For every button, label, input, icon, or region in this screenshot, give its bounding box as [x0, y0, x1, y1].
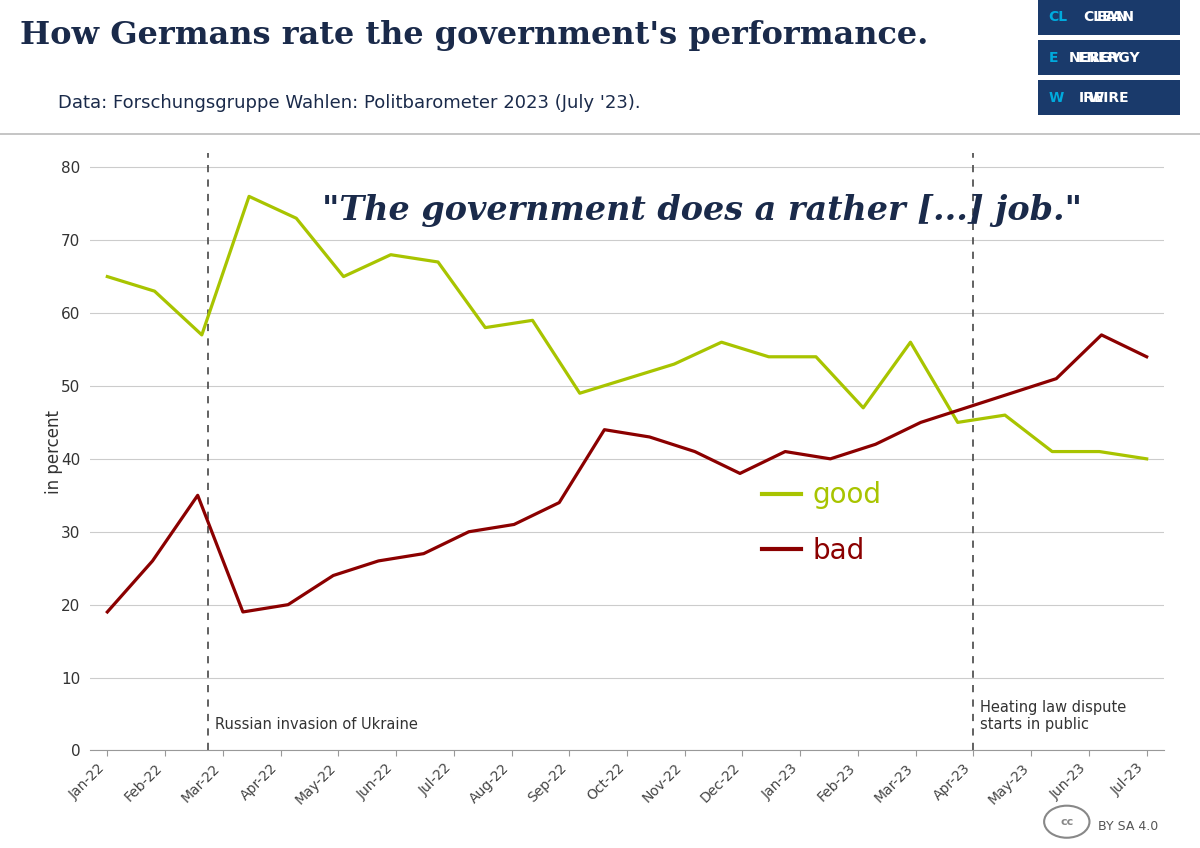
Legend: good, bad: good, bad: [751, 471, 893, 577]
FancyBboxPatch shape: [1038, 0, 1180, 35]
Text: cc: cc: [1060, 817, 1074, 827]
Text: E: E: [1049, 51, 1058, 64]
FancyBboxPatch shape: [1038, 81, 1180, 115]
Text: Heating law dispute
starts in public: Heating law dispute starts in public: [980, 700, 1127, 733]
Text: WIRE: WIRE: [1088, 91, 1129, 105]
Text: Russian invasion of Ukraine: Russian invasion of Ukraine: [215, 717, 418, 733]
Text: W: W: [1049, 91, 1064, 105]
Text: EAN: EAN: [1097, 10, 1129, 25]
Text: Data: Forschungsgruppe Wahlen: Politbarometer 2023 (July '23).: Data: Forschungsgruppe Wahlen: Politbaro…: [58, 94, 641, 112]
Text: NERGY: NERGY: [1069, 51, 1122, 64]
Text: CLEAN: CLEAN: [1084, 10, 1134, 25]
Text: ENERGY: ENERGY: [1078, 51, 1140, 64]
Text: IRE: IRE: [1079, 91, 1104, 105]
FancyBboxPatch shape: [1038, 40, 1180, 75]
Y-axis label: in percent: in percent: [44, 410, 62, 494]
Text: How Germans rate the government's performance.: How Germans rate the government's perfor…: [20, 20, 929, 51]
Text: "The government does a rather [...] job.": "The government does a rather [...] job.…: [322, 194, 1082, 227]
Text: CL: CL: [1049, 10, 1068, 25]
Text: BY SA 4.0: BY SA 4.0: [1098, 820, 1158, 833]
